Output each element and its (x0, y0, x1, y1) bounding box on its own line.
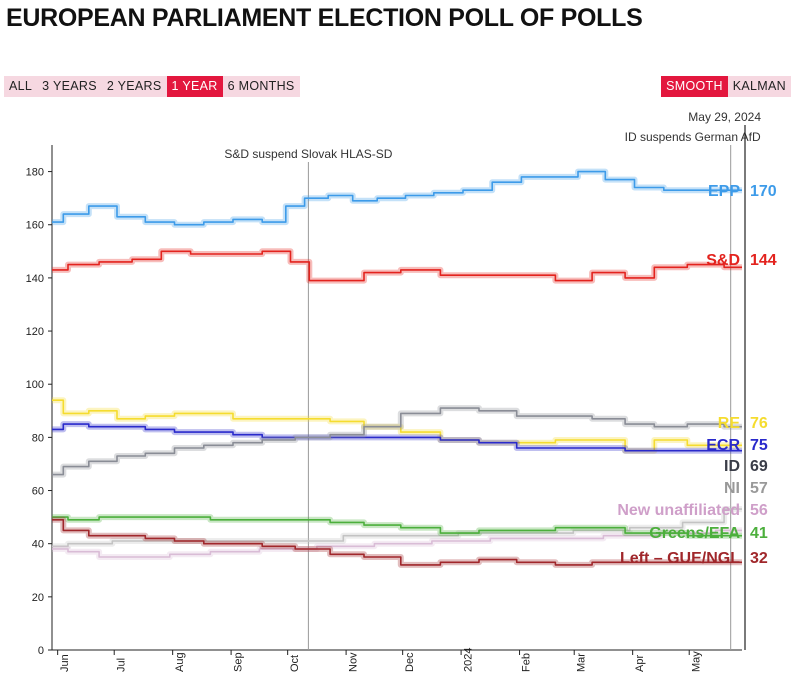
series-name-s-d: S&D (706, 252, 740, 269)
series-line-left-gue-ngl (52, 519, 742, 566)
x-tick-label: Aug (174, 652, 186, 672)
series-line-epp (52, 170, 742, 226)
series-value-re: 76 (750, 415, 768, 432)
series-value-id: 69 (750, 458, 768, 475)
series-value-ni: 57 (750, 480, 768, 497)
y-tick-label: 60 (32, 486, 44, 498)
y-tick-label: 100 (26, 379, 44, 391)
1-year-button[interactable]: 1 YEAR (166, 76, 223, 97)
x-tick-label: Jul (115, 658, 127, 672)
smooth-button[interactable]: SMOOTH (661, 76, 728, 97)
2-years-button[interactable]: 2 YEARS (101, 76, 167, 97)
series-line-greens-efa (52, 516, 742, 537)
y-tick-label: 20 (32, 592, 44, 604)
y-tick-label: 140 (26, 273, 44, 285)
series-name-ni: NI (724, 480, 740, 497)
series-name-ecr: ECR (706, 437, 740, 454)
annotation-label: ID suspends German AfD (625, 130, 761, 144)
current-date-label: May 29, 2024 (688, 110, 761, 124)
x-tick-label: Sep (232, 652, 244, 672)
kalman-button[interactable]: KALMAN (727, 76, 791, 97)
series-name-re: RE (718, 415, 741, 432)
y-tick-label: 80 (32, 432, 44, 444)
series-line-ecr (52, 423, 742, 452)
series-line-new-unaffiliated (52, 529, 742, 558)
all-button[interactable]: ALL (4, 76, 38, 97)
series-value-ecr: 75 (750, 437, 768, 454)
y-tick-label: 180 (26, 167, 44, 179)
x-tick-label: Nov (347, 652, 359, 672)
x-tick-label: Mar (575, 653, 587, 672)
y-tick-label: 120 (26, 326, 44, 338)
series-value-greens-efa: 41 (750, 525, 768, 542)
x-tick-label: 2024 (462, 648, 474, 672)
y-tick-label: 160 (26, 220, 44, 232)
series-value-left-gue-ngl: 32 (750, 550, 768, 567)
3-years-button[interactable]: 3 YEARS (37, 76, 102, 97)
x-tick-label: Oct (289, 655, 301, 672)
series-value-s-d: 144 (750, 252, 777, 269)
y-tick-label: 40 (32, 539, 44, 551)
x-tick-label: Apr (634, 655, 646, 672)
series-band-s-d (52, 248, 742, 284)
series-name-new-unaffiliated: New unaffiliated (617, 502, 740, 519)
6-months-button[interactable]: 6 MONTHS (222, 76, 300, 97)
annotation-label: S&D suspend Slovak HLAS-SD (224, 147, 392, 161)
series-line-s-d (52, 250, 742, 282)
series-name-id: ID (724, 458, 740, 475)
series-line-re (52, 399, 742, 452)
series-value-new-unaffiliated: 56 (750, 502, 768, 519)
series-name-epp: EPP (708, 183, 740, 200)
series-line-id (52, 407, 742, 476)
series-name-greens-efa: Greens/EFA (649, 525, 740, 542)
x-tick-label: Feb (521, 653, 533, 672)
x-tick-label: May (690, 651, 702, 672)
page-title: EUROPEAN PARLIAMENT ELECTION POLL OF POL… (6, 4, 643, 32)
time-range-selector: ALL 3 YEARS 2 YEARS 1 YEAR 6 MONTHS (4, 76, 300, 97)
series-value-epp: 170 (750, 183, 777, 200)
series-name-left-gue-ngl: Left – GUE/NGL (620, 550, 740, 567)
x-tick-label: Dec (404, 652, 416, 672)
x-tick-label: Jun (59, 654, 71, 672)
y-tick-label: 0 (38, 645, 44, 657)
smoothing-method-selector: SMOOTH KALMAN (661, 76, 791, 97)
series-line-ni (52, 508, 742, 548)
